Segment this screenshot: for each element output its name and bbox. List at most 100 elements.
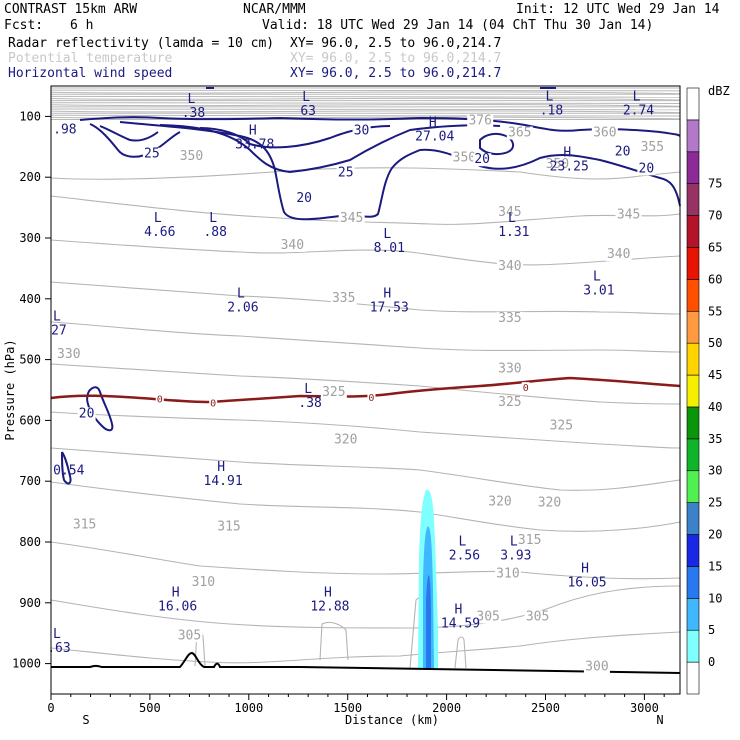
x-axis: 0 500 1000 1500 2000 2500 3000: [47, 694, 665, 715]
theta-label-bg: [548, 419, 575, 433]
field-xy-wind: XY= 96.0, 2.5 to 96.0,214.7: [290, 66, 501, 81]
theta-label-bg: [615, 208, 642, 222]
theta-label-bg: [279, 238, 306, 252]
extremum-value: 4.66: [144, 225, 175, 240]
x-tick-label: 0: [47, 701, 54, 715]
theta-contour-300b: [319, 621, 349, 661]
extremum-value: .38: [182, 106, 205, 121]
y-tick-label: 300: [19, 231, 41, 245]
field-xy-reflectivity: XY= 96.0, 2.5 to 96.0,214.7: [290, 36, 501, 51]
y-tick-label: 200: [19, 170, 41, 184]
extremum-value: 27: [51, 324, 67, 339]
x-end-right: N: [656, 713, 663, 727]
theta-contour-label: 345: [617, 208, 640, 223]
extremum-value: 8.01: [374, 241, 405, 256]
wind-label-bg: [352, 124, 371, 138]
theta-contour-label: 310: [496, 566, 519, 581]
theta-band-line: [50, 97, 681, 101]
colorbar-swatch: [686, 374, 700, 408]
extremum-value: 2.06: [227, 301, 258, 316]
terrain-line: [51, 651, 681, 674]
theta-label-bg: [487, 495, 514, 509]
theta-label-bg: [591, 126, 618, 140]
theta-contour-label: 305: [526, 609, 549, 624]
colorbar-swatch: [686, 629, 700, 663]
theta-label-bg: [71, 518, 98, 532]
colorbar-level-label: 30: [708, 464, 722, 478]
theta-contour-label: 315: [217, 519, 240, 534]
theta-contour-label: 340: [281, 238, 304, 253]
wind-contour-20-trough: [119, 121, 681, 221]
theta-label-bg: [605, 248, 632, 262]
theta-contour-label: 335: [332, 291, 355, 306]
colorbar-level-label: 55: [708, 304, 722, 318]
extremum-value: 16.05: [567, 575, 606, 590]
theta-contour-label: 315: [518, 533, 541, 548]
theta-contour-label: 365: [508, 125, 531, 140]
init-time: Init: 12 UTC Wed 29 Jan 14: [516, 2, 720, 17]
theta-contour-label: 325: [322, 385, 345, 400]
wind-label-bg: [336, 166, 355, 180]
theta-label-bg: [451, 151, 478, 165]
extremum-value: 14.59: [441, 617, 480, 632]
theta-contours: [50, 167, 681, 669]
extremum-value: .38: [298, 396, 321, 411]
theta-contour-label: 350: [453, 150, 476, 165]
colorbar-swatch: [686, 183, 700, 216]
wind-contour-20-upper: [79, 116, 681, 137]
extremum-value: 2.74: [623, 104, 654, 119]
extremum-value: 33.78: [235, 138, 274, 153]
valid-time: Valid: 18 UTC Wed 29 Jan 14 (04 ChT Thu …: [262, 18, 653, 33]
theta-label-bg: [338, 212, 365, 226]
colorbar-level-label: 50: [708, 336, 722, 350]
colorbar: dBZ 0 5 10 15 20 25 30 35 40 45 50 55 60 65 70 75: [686, 84, 730, 695]
theta-band-line: [50, 91, 681, 95]
theta-contour-310: [50, 541, 681, 580]
fcst-label: Fcst:: [4, 18, 43, 33]
colorbar-swatch: [686, 247, 700, 280]
theta-contour-label: 350: [546, 157, 569, 172]
theta-contour-label: 325: [550, 419, 573, 434]
reflectivity-15dbz: [426, 575, 431, 668]
theta-label-bg: [496, 206, 523, 220]
extremum-marker: H: [249, 124, 257, 139]
theta-label-bg: [55, 347, 82, 361]
colorbar-swatch: [686, 151, 700, 184]
theta-contour-300: [50, 631, 681, 664]
colorbar-unit: dBZ: [708, 84, 730, 98]
theta-contour-label: 340: [607, 247, 630, 262]
wind-labels: 30 25 25 20 20 20 20 20: [77, 124, 656, 421]
theta-contour-label: 300: [585, 659, 608, 674]
colorbar-level-label: 25: [708, 496, 722, 510]
theta-label-bg: [536, 496, 563, 510]
y-tick-label: 1000: [12, 657, 41, 671]
y-axis: 100 200 300 400 500 600 700 800 900 1000: [12, 109, 51, 671]
field-name-theta: Potential temperature: [8, 51, 173, 66]
extremum-marker: L: [302, 90, 310, 105]
extremum-value: .18: [540, 104, 563, 119]
colorbar-swatch: [686, 310, 700, 344]
theta-label-bg: [320, 386, 347, 400]
extremum-value: 0.54: [53, 464, 84, 479]
wind-contour-label: 25: [144, 147, 160, 162]
extremum-value: .98: [53, 122, 76, 137]
x-axis-label: Distance (km): [345, 713, 439, 727]
theta-label-bg: [178, 150, 205, 164]
y-axis-label: Pressure (hPa): [3, 339, 17, 440]
zero-label-bg: [521, 382, 530, 393]
colorbar-level-label: 35: [708, 432, 722, 446]
extremum-marker: L: [304, 382, 312, 397]
theta-contour-label: 310: [192, 575, 215, 590]
theta-contour-297: [454, 636, 467, 669]
wind-label-bg: [295, 192, 314, 206]
extremum-value: 14.91: [204, 474, 243, 489]
extremum-marker: L: [508, 211, 516, 226]
zero-contour-label: 0: [368, 393, 374, 404]
y-tick-label: 100: [19, 109, 41, 123]
zero-label-bg: [209, 397, 218, 408]
theta-contour-305: [50, 585, 681, 629]
y-tick-label: 800: [19, 535, 41, 549]
extremum-value: .88: [203, 225, 226, 240]
theta-label-bg: [544, 158, 571, 172]
